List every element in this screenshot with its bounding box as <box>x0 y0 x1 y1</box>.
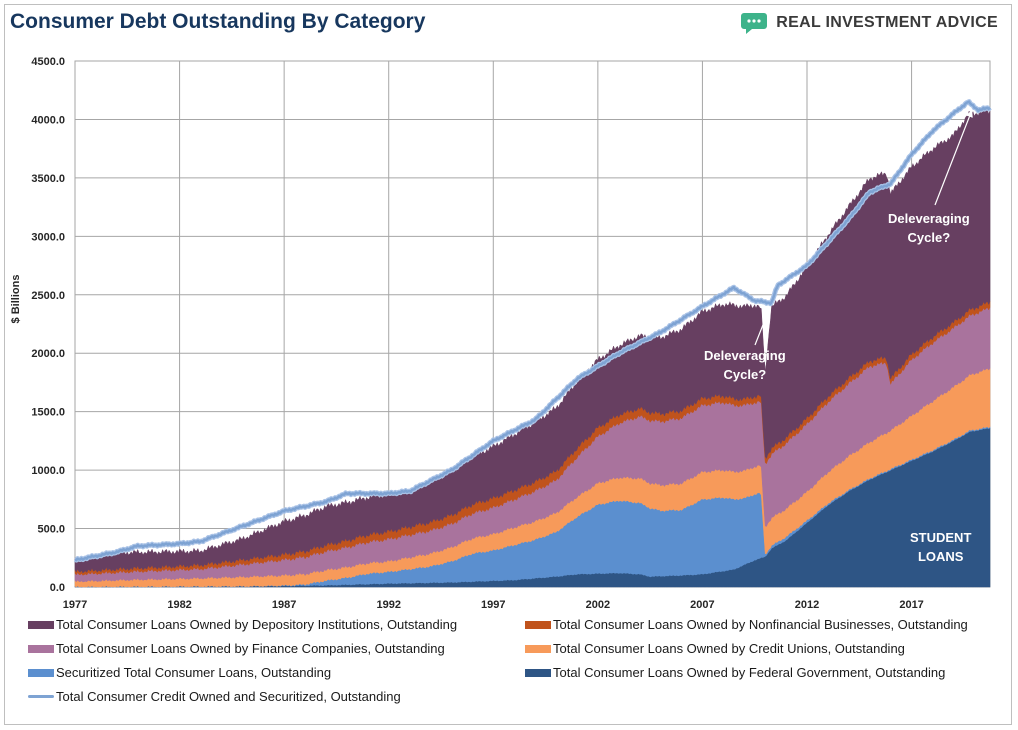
brand-logo: REAL INVESTMENT ADVICE <box>740 10 998 36</box>
legend-label: Total Consumer Loans Owned by Nonfinanci… <box>553 617 968 632</box>
y-tick-label: 1000.0 <box>31 465 65 477</box>
annotation-deleveraging-2010: Deleveraging Cycle? <box>704 348 786 382</box>
y-tick-label: 0.0 <box>50 582 65 594</box>
legend-label: Total Consumer Credit Owned and Securiti… <box>56 689 401 704</box>
brand-name: REAL INVESTMENT ADVICE <box>776 14 998 31</box>
chart-frame <box>4 4 1012 725</box>
y-tick-label: 2000.0 <box>31 348 65 360</box>
y-tick-label: 4500.0 <box>31 56 65 68</box>
legend-label: Total Consumer Loans Owned by Federal Go… <box>553 665 946 680</box>
annotation-arrow <box>754 310 770 346</box>
annotation-arrow <box>934 109 973 206</box>
legend-item: Total Consumer Loans Owned by Federal Go… <box>525 665 945 680</box>
legend-swatch <box>525 620 551 629</box>
y-tick-label: 4000.0 <box>31 114 65 126</box>
legend-swatch <box>28 695 54 698</box>
legend-item: Total Consumer Loans Owned by Nonfinanci… <box>525 617 968 632</box>
chart-title: Consumer Debt Outstanding By Category <box>10 10 426 33</box>
legend-item: Total Consumer Credit Owned and Securiti… <box>28 689 401 704</box>
y-tick-label: 500.0 <box>37 524 65 536</box>
annotation-deleveraging-2019: Deleveraging Cycle? <box>888 211 970 245</box>
legend-swatch <box>525 644 551 653</box>
x-tick-label: 1987 <box>272 599 296 611</box>
x-tick-label: 2017 <box>899 599 923 611</box>
chat-bubble-icon <box>741 13 768 34</box>
y-axis-label: $ Billions <box>10 275 22 324</box>
y-tick-label: 3500.0 <box>31 173 65 185</box>
legend-swatch <box>28 644 54 653</box>
legend-item: Total Consumer Loans Owned by Depository… <box>28 617 457 632</box>
legend-swatch <box>525 668 551 677</box>
y-tick-label: 1500.0 <box>31 407 65 419</box>
legend-item: Securitized Total Consumer Loans, Outsta… <box>28 665 331 680</box>
x-tick-label: 1982 <box>167 599 191 611</box>
annotation-arrows <box>754 109 973 346</box>
x-tick-label: 2012 <box>795 599 819 611</box>
x-tick-label: 2007 <box>690 599 714 611</box>
legend-label: Total Consumer Loans Owned by Depository… <box>56 617 458 632</box>
x-tick-label: 1992 <box>376 599 400 611</box>
x-tick-label: 1977 <box>63 599 87 611</box>
line-total-consumer-credit-owned-and-securitized-outstanding <box>74 100 991 562</box>
legend-label: Securitized Total Consumer Loans, Outsta… <box>56 665 332 680</box>
annotation-student-loans: STUDENT LOANS <box>910 530 972 564</box>
legend-swatch <box>28 668 54 677</box>
legend-label: Total Consumer Loans Owned by Credit Uni… <box>553 641 905 656</box>
legend-item: Total Consumer Loans Owned by Credit Uni… <box>525 641 905 656</box>
area-layers <box>74 108 991 588</box>
x-tick-label: 2002 <box>586 599 610 611</box>
legend-item: Total Consumer Loans Owned by Finance Co… <box>28 641 445 656</box>
y-tick-label: 3000.0 <box>31 231 65 243</box>
axes: 0.0 500.0 1000.0 1500.0 2000.0 2500.0 3000.0 35… <box>10 56 924 611</box>
x-tick-label: 1997 <box>481 599 505 611</box>
legend-label: Total Consumer Loans Owned by Finance Co… <box>56 641 445 656</box>
y-tick-label: 2500.0 <box>31 290 65 302</box>
legend-swatch <box>28 620 54 629</box>
total-credit-line <box>73 99 992 563</box>
